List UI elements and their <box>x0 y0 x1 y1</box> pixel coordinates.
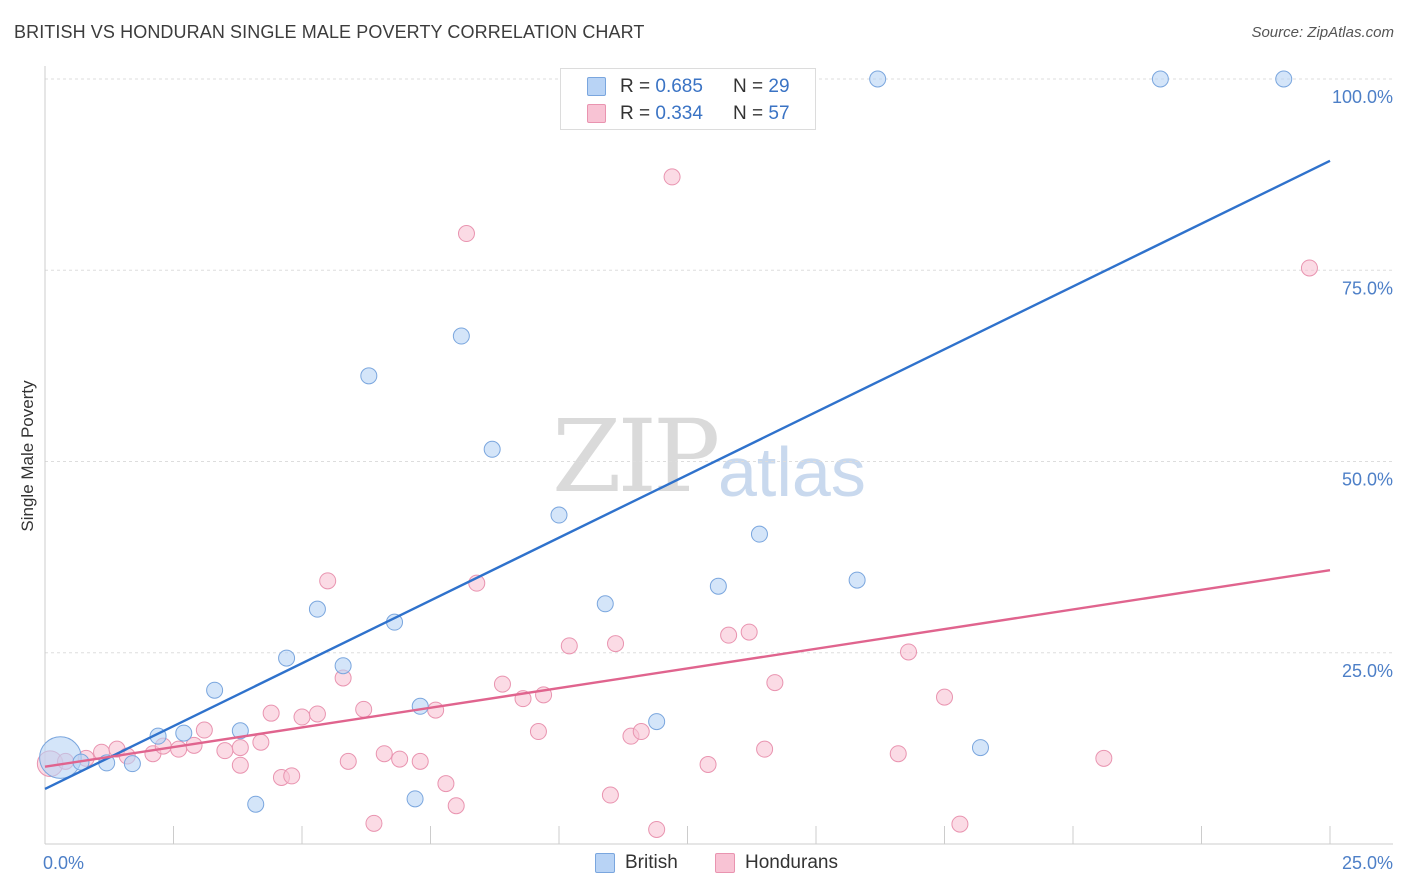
hondurans-r: R = 0.334 <box>620 103 703 124</box>
chart-title: BRITISH VS HONDURAN SINGLE MALE POVERTY … <box>14 22 645 42</box>
hondurans-point <box>632 723 650 741</box>
british-point <box>452 327 470 345</box>
british-point <box>308 600 326 618</box>
british-swatch <box>587 77 606 96</box>
chart-source: Source: ZipAtlas.com <box>1251 24 1394 41</box>
hondurans-point <box>319 572 337 590</box>
hondurans-point <box>262 704 280 722</box>
hondurans-point <box>720 626 738 644</box>
british-point <box>247 795 265 813</box>
watermark-zip: ZIP <box>552 398 720 515</box>
hondurans-point <box>951 815 969 833</box>
british-r: R = 0.685 <box>620 76 703 97</box>
y-tick-label: 25.0% <box>1342 661 1393 681</box>
british-point <box>278 649 296 667</box>
british-point <box>1275 70 1293 88</box>
british-point <box>971 739 989 757</box>
hondurans-point <box>391 750 409 768</box>
hondurans-n: N = 57 <box>733 103 790 124</box>
y-tick-label: 75.0% <box>1342 278 1393 298</box>
hondurans-point <box>560 637 578 655</box>
hondurans-point <box>283 767 301 785</box>
british-n: N = 29 <box>733 76 790 97</box>
y-tick-label: 100.0% <box>1332 87 1393 107</box>
grid-layer <box>45 78 1393 654</box>
british-point <box>648 713 666 731</box>
hondurans-point <box>437 775 455 793</box>
hondurans-point <box>308 705 326 723</box>
hondurans-point <box>756 740 774 758</box>
hondurans-points <box>36 168 1318 838</box>
british-point <box>334 657 352 675</box>
british-point <box>750 525 768 543</box>
hondurans-point <box>699 755 717 773</box>
british-point <box>360 367 378 385</box>
hondurans-point <box>252 733 270 751</box>
hondurans-point <box>740 623 758 641</box>
british-point <box>483 440 501 458</box>
hondurans-point <box>889 745 907 763</box>
british-point <box>206 681 224 699</box>
hondurans-point <box>427 701 445 719</box>
hondurans-point <box>1095 749 1113 767</box>
hondurans-point <box>231 756 249 774</box>
hondurans-point <box>529 723 547 741</box>
hondurans-point <box>766 674 784 692</box>
hondurans-point <box>339 752 357 770</box>
hondurans-legend-swatch <box>715 853 735 873</box>
legend-item-british: British <box>595 852 678 874</box>
watermark-atlas: atlas <box>718 433 866 511</box>
trend-layer <box>44 159 1331 790</box>
hondurans-point <box>601 786 619 804</box>
hondurans-point <box>355 700 373 718</box>
correlation-legend: R = 0.685 N = 29 R = 0.334 N = 57 <box>560 68 816 130</box>
hondurans-trend-line <box>44 568 1331 768</box>
hondurans-point <box>365 814 383 832</box>
series-legend: British Hondurans <box>0 852 1406 876</box>
x-tick-label: 0.0% <box>43 853 84 873</box>
british-legend-label: British <box>625 852 678 873</box>
hondurans-point <box>936 688 953 706</box>
british-point <box>848 571 866 589</box>
british-point <box>175 724 193 742</box>
british-trend-line <box>44 159 1331 790</box>
hondurans-point <box>648 820 666 838</box>
hondurans-point <box>231 739 249 757</box>
hondurans-point <box>607 635 625 653</box>
hondurans-point <box>493 675 511 693</box>
hondurans-point <box>1300 259 1318 277</box>
hondurans-point <box>170 740 188 758</box>
hondurans-point <box>216 742 234 760</box>
hondurans-point <box>411 752 429 770</box>
british-point <box>1151 70 1169 88</box>
british-point <box>231 722 249 740</box>
y-tick-label: 50.0% <box>1342 470 1393 490</box>
tick-label-layer: 25.0% 50.0% 75.0% 100.0% 0.0% 25.0% <box>43 87 1393 873</box>
british-legend-swatch <box>595 853 615 873</box>
british-point <box>411 697 429 715</box>
hondurans-point <box>447 797 465 815</box>
british-point <box>406 790 424 808</box>
british-point <box>550 506 568 524</box>
hondurans-point <box>663 168 681 186</box>
x-tick-label: 25.0% <box>1342 853 1393 873</box>
legend-item-hondurans: Hondurans <box>715 852 838 874</box>
hondurans-point <box>900 643 918 661</box>
hondurans-point <box>293 708 311 726</box>
axis-layer <box>44 66 1393 845</box>
british-point <box>123 755 141 773</box>
hondurans-point <box>195 721 213 739</box>
hondurans-point <box>375 745 393 763</box>
british-point <box>596 595 614 613</box>
hondurans-swatch <box>587 104 606 123</box>
british-point <box>709 577 727 595</box>
hondurans-point <box>457 225 475 243</box>
hondurans-legend-label: Hondurans <box>745 852 838 873</box>
british-point <box>869 70 887 88</box>
